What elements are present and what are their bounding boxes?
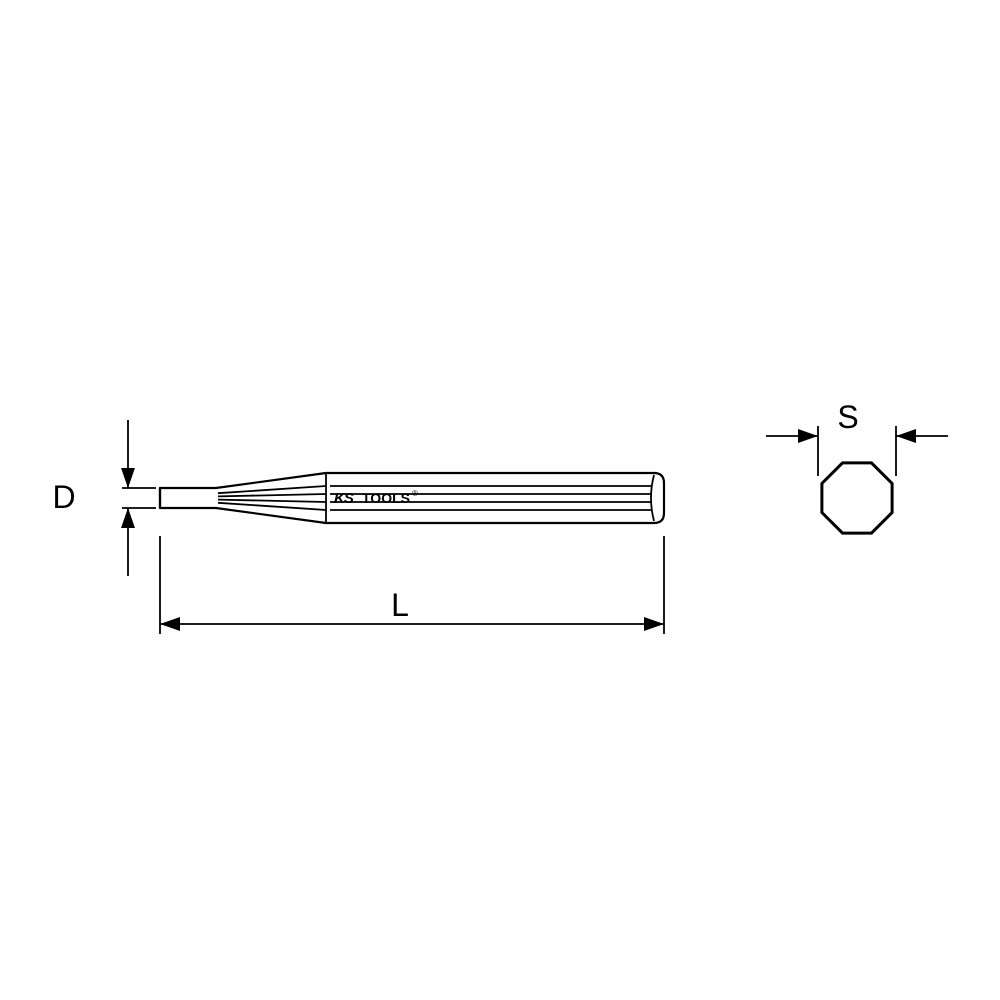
svg-text:L: L — [391, 587, 409, 623]
svg-text:S: S — [837, 399, 858, 435]
svg-text:TOOLS: TOOLS — [362, 490, 410, 506]
svg-text:KS: KS — [334, 490, 354, 507]
svg-text:D: D — [52, 479, 75, 515]
svg-text:®: ® — [412, 489, 418, 498]
